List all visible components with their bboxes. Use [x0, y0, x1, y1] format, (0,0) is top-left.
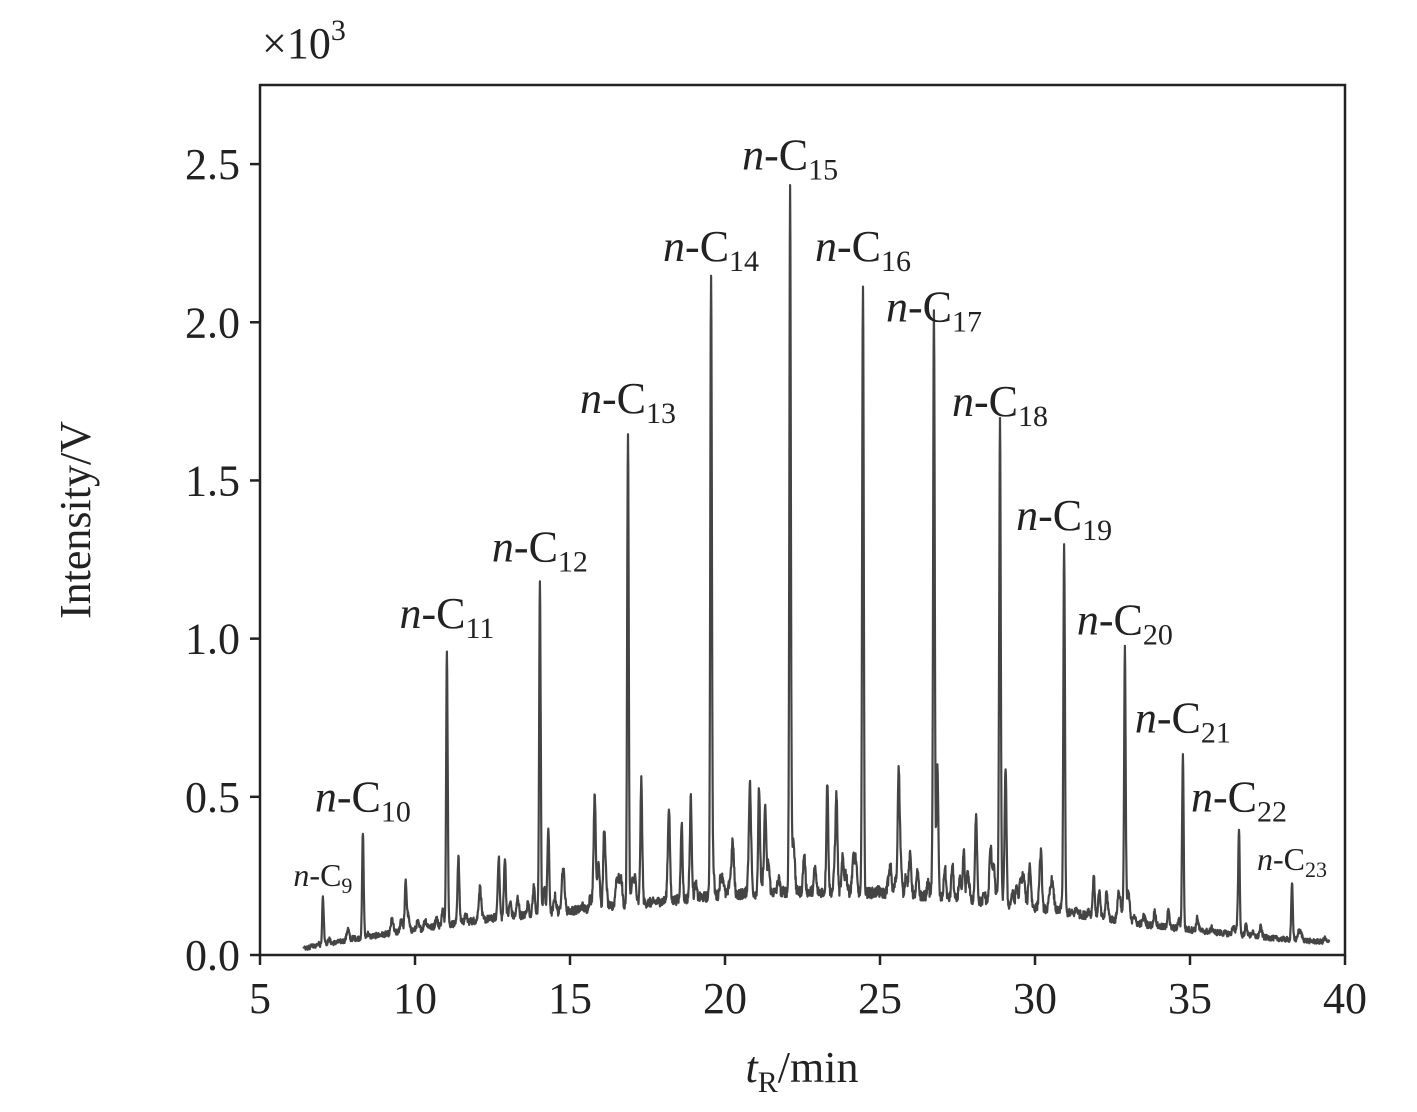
plot-frame — [258, 83, 1347, 957]
peak-label: n-C9 — [293, 857, 352, 898]
x-tick-label: 5 — [249, 974, 271, 1023]
multiplier-label: ×103 — [262, 14, 346, 68]
peak-label: n-C12 — [492, 523, 588, 579]
y-axis-title: Intensity/V — [51, 421, 100, 619]
y-tick-label: 1.5 — [185, 456, 240, 505]
x-tick-label: 20 — [703, 974, 747, 1023]
x-tick-label: 30 — [1013, 974, 1057, 1023]
x-axis-title: tR/min — [746, 1043, 859, 1099]
peak-label: n-C14 — [663, 222, 759, 278]
y-tick-label: 1.0 — [185, 615, 240, 664]
peak-labels-layer: n-C9n-C10n-C11n-C12n-C13n-C14n-C15n-C16n… — [293, 130, 1327, 898]
y-tick-label: 2.0 — [185, 298, 240, 347]
peak-label: n-C19 — [1016, 491, 1112, 547]
peak-label: n-C23 — [1257, 841, 1327, 882]
peak-label: n-C20 — [1077, 595, 1173, 651]
axes-layer: 5 10 15 20 25 30 35 40 0.0 0.5 1.0 1.5 2.0 2.5 — [185, 140, 1367, 1023]
x-tick-label: 35 — [1168, 974, 1212, 1023]
peak-label: n-C15 — [742, 130, 838, 186]
x-tick-label: 25 — [858, 974, 902, 1023]
peak-label: n-C11 — [399, 589, 494, 645]
x-tick-label: 15 — [548, 974, 592, 1023]
peak-label: n-C10 — [315, 773, 411, 829]
trace-layer — [302, 184, 1331, 951]
peak-label: n-C22 — [1191, 773, 1287, 829]
y-tick-label: 0.5 — [185, 773, 240, 822]
y-tick-label: 0.0 — [185, 931, 240, 980]
x-tick-label: 40 — [1323, 974, 1367, 1023]
peak-label: n-C18 — [952, 377, 1048, 433]
y-tick-label: 2.5 — [185, 140, 240, 189]
x-tick-label: 10 — [393, 974, 437, 1023]
peak-label: n-C16 — [815, 222, 911, 278]
chromatogram-trace — [302, 184, 1331, 951]
peak-label: n-C13 — [580, 374, 676, 430]
peak-label: n-C17 — [886, 282, 982, 338]
peak-label: n-C21 — [1135, 694, 1231, 750]
